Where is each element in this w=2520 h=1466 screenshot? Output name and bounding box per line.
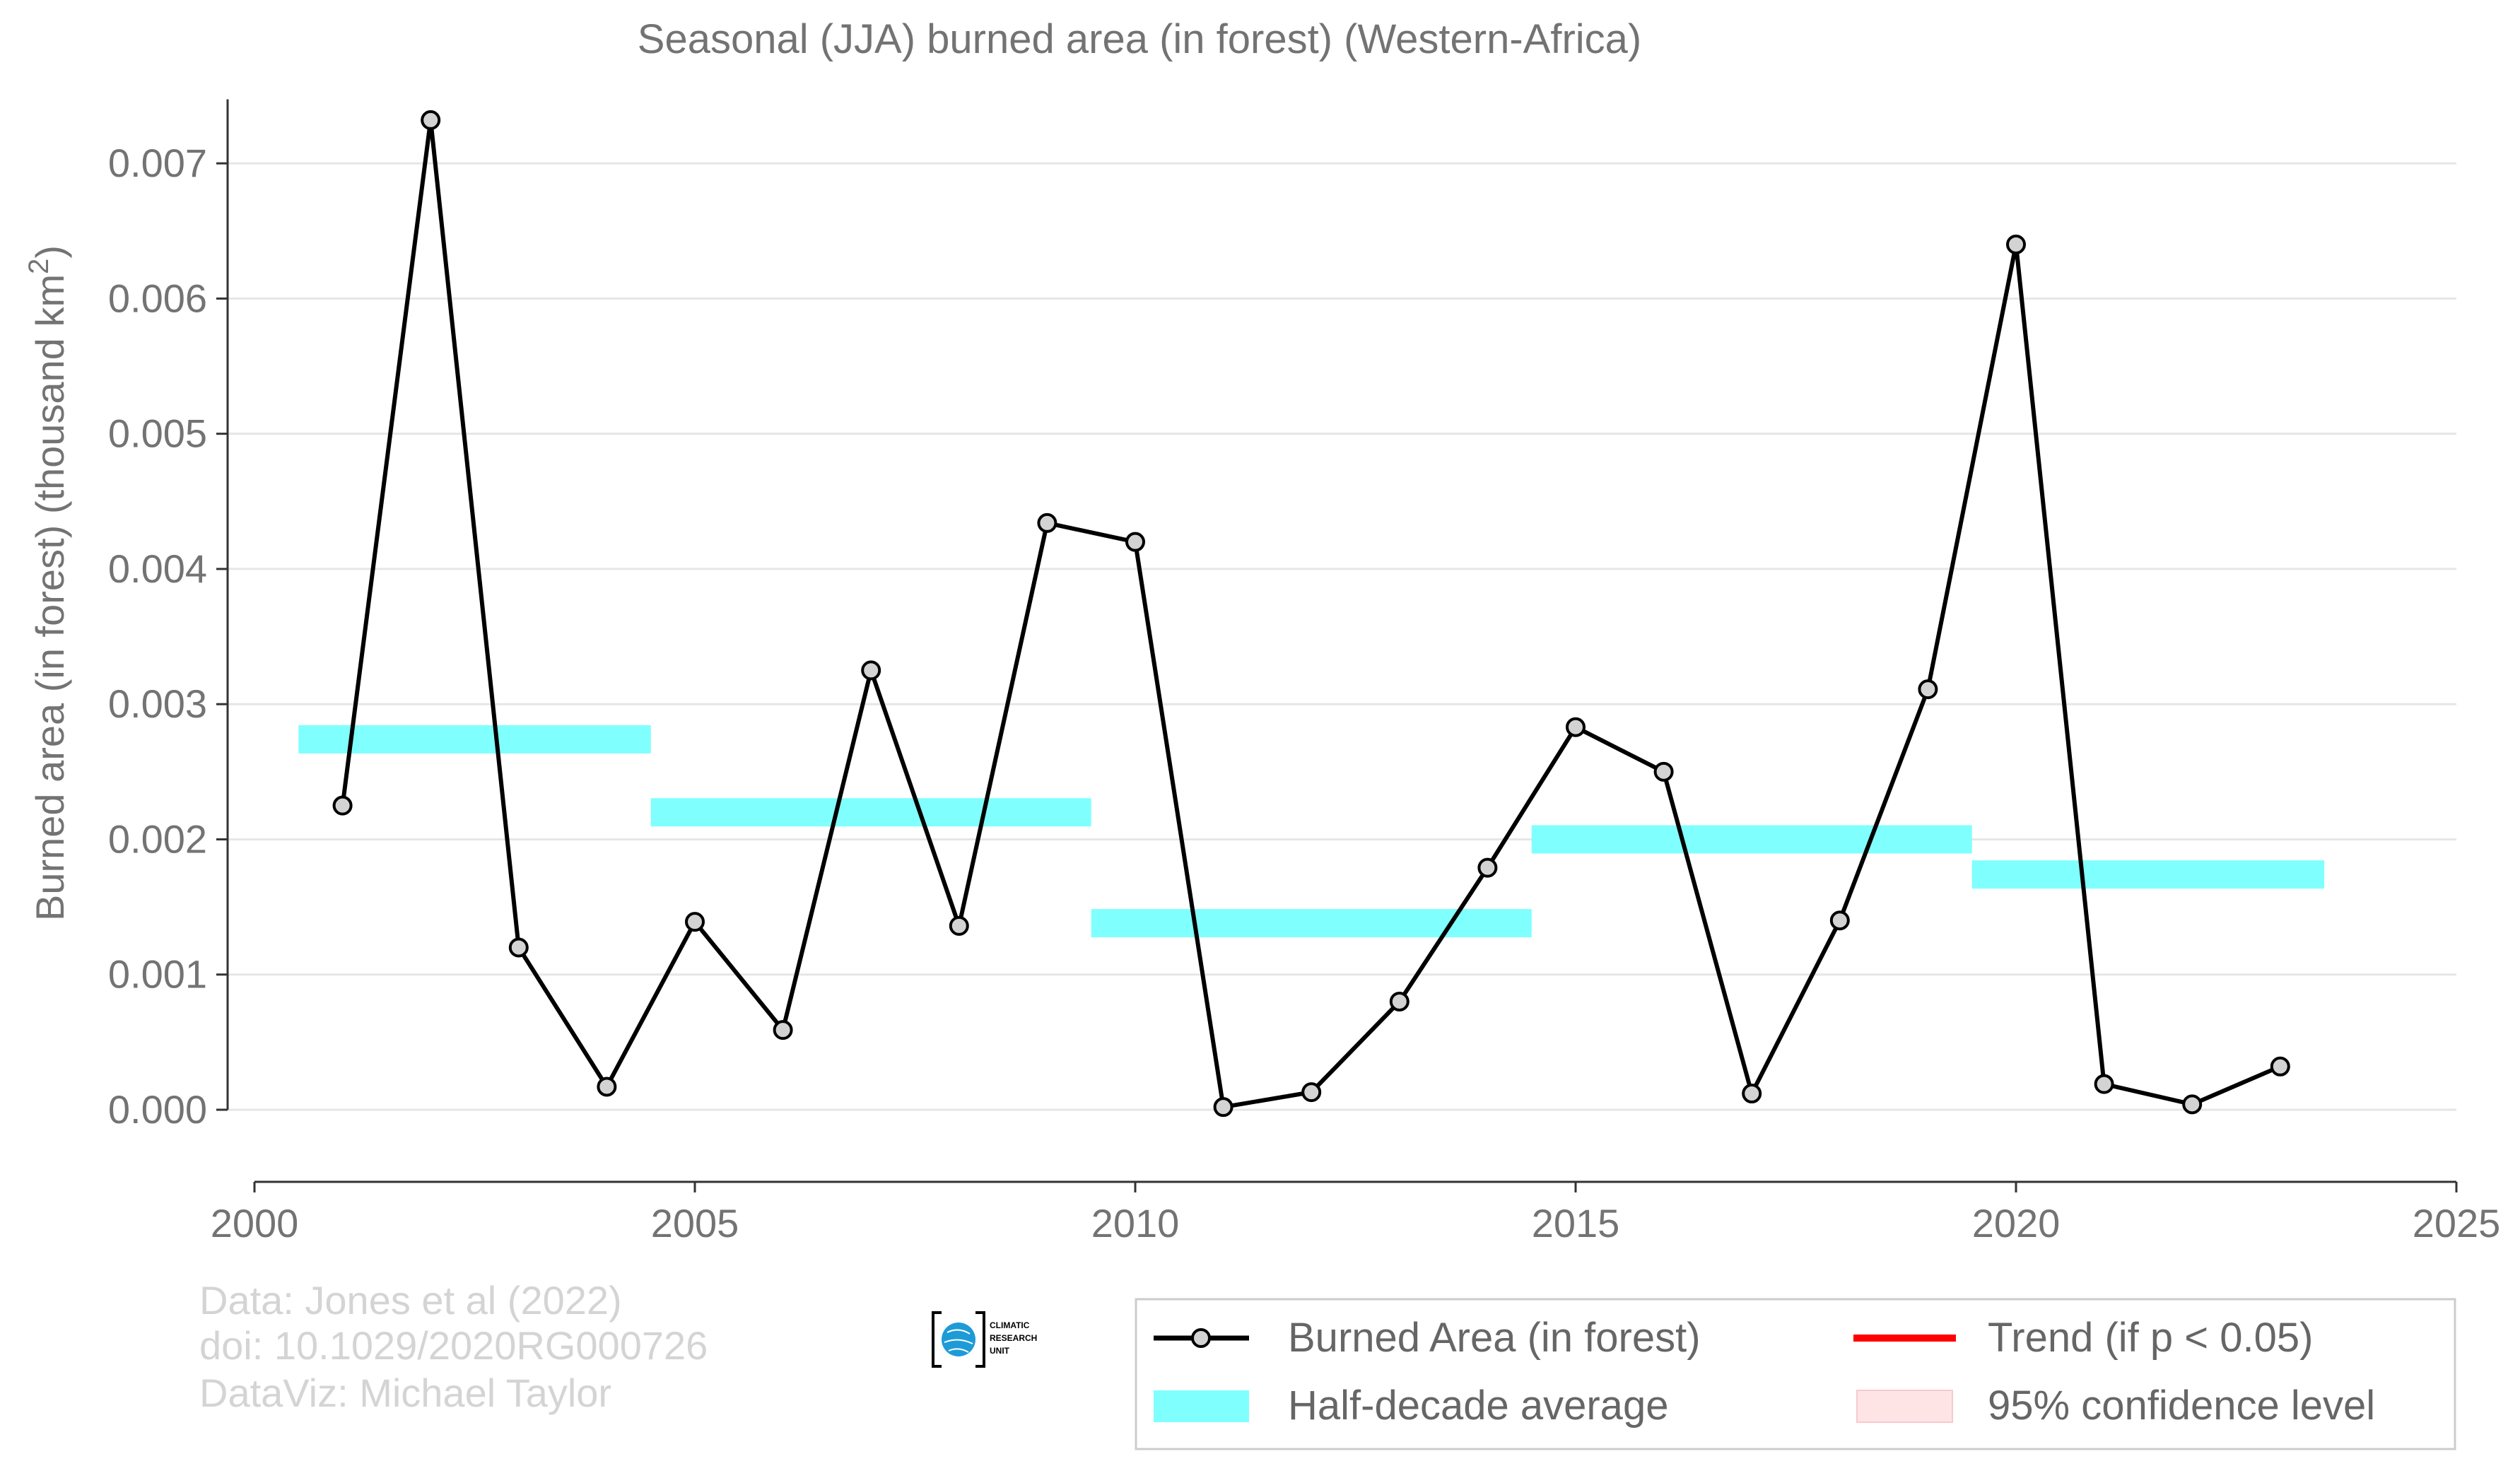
half-decade-average-bar: [1531, 825, 1972, 854]
data-point: [1037, 512, 1057, 533]
legend-swatch-confidence: [1856, 1390, 1953, 1423]
data-point: [2006, 234, 2026, 254]
y-tick-label: 0.007: [108, 141, 207, 185]
y-tick-label: 0.003: [108, 681, 207, 726]
credit-dataviz: DataViz: Michael Taylor: [199, 1371, 612, 1415]
data-point: [773, 1020, 793, 1040]
data-point: [421, 110, 441, 130]
data-point: [1389, 991, 1410, 1011]
data-point: [2270, 1056, 2290, 1077]
credit-doi: doi: 10.1029/2020RG000726: [199, 1323, 708, 1368]
legend-box: [1135, 1298, 2456, 1450]
y-tick-label: 0.000: [108, 1087, 207, 1132]
data-point: [1566, 717, 1586, 737]
y-tick-label: 0.004: [108, 546, 207, 591]
logo-text-line1: CLIMATIC: [990, 1320, 1030, 1330]
half-decade-average-bar: [298, 725, 651, 753]
data-point: [1918, 679, 1938, 700]
data-point: [685, 912, 705, 932]
y-axis-label-superscript: 2: [23, 259, 54, 274]
data-point: [949, 915, 969, 936]
half-decade-average-bands: [298, 725, 2325, 938]
half-decade-average-bar: [650, 798, 1091, 827]
data-point: [2182, 1094, 2203, 1115]
burned-area-series: [332, 110, 2290, 1118]
data-point: [1301, 1082, 1322, 1103]
x-axis: 2000 2005 2010 2015 2020 2025: [211, 1180, 2501, 1245]
y-tick-label: 0.006: [108, 276, 207, 320]
data-point: [861, 660, 881, 681]
data-point: [1477, 857, 1498, 878]
data-point: [1742, 1084, 1762, 1104]
half-decade-average-bar: [1091, 909, 1532, 938]
x-tick-label: 2020: [1972, 1201, 2061, 1245]
logo-text-line3: UNIT: [990, 1346, 1010, 1356]
x-tick-label: 2015: [1532, 1201, 1620, 1245]
data-point: [1125, 532, 1145, 552]
half-decade-average-bar: [1971, 860, 2325, 889]
x-tick-label: 2000: [211, 1201, 299, 1245]
gridlines: [228, 162, 2456, 1111]
legend-label-burned-area: Burned Area (in forest): [1288, 1315, 1701, 1361]
credit-data-source: Data: Jones et al (2022): [199, 1278, 622, 1323]
legend-label-trend: Trend (if p < 0.05): [1988, 1315, 2313, 1361]
data-point: [597, 1077, 617, 1097]
y-axis-label: Burned area (in forest) (thousand km2): [23, 245, 72, 921]
x-tick-label: 2005: [651, 1201, 739, 1245]
burned-area-line: [340, 117, 2281, 1110]
data-point: [1653, 761, 1674, 782]
data-point: [1213, 1097, 1233, 1118]
data-point: [1829, 910, 1850, 931]
y-tick-label: 0.002: [108, 816, 207, 861]
legend-label-half-decade: Half-decade average: [1288, 1383, 1668, 1429]
y-axis: 0.000 0.001 0.002 0.003 0.004 0.005 0.006 0.007: [108, 99, 229, 1132]
data-point: [2094, 1074, 2114, 1094]
chart-title: Seasonal (JJA) burned area (in forest) (…: [638, 16, 1641, 62]
y-tick-label: 0.001: [108, 952, 207, 997]
x-tick-label: 2010: [1091, 1201, 1180, 1245]
legend-swatch-half-decade: [1154, 1390, 1249, 1422]
legend-label-confidence: 95% confidence level: [1988, 1383, 2375, 1429]
legend-marker-burned-area: [1191, 1328, 1211, 1348]
y-tick-label: 0.005: [108, 411, 207, 456]
data-point: [508, 937, 529, 958]
legend: Burned Area (in forest) Trend (if p < 0.…: [1135, 1298, 2456, 1450]
cru-logo: CLIMATIC RESEARCH UNIT: [932, 1311, 1037, 1368]
logo-text-line2: RESEARCH: [990, 1333, 1037, 1343]
x-tick-label: 2025: [2413, 1201, 2501, 1245]
data-point: [332, 795, 353, 816]
